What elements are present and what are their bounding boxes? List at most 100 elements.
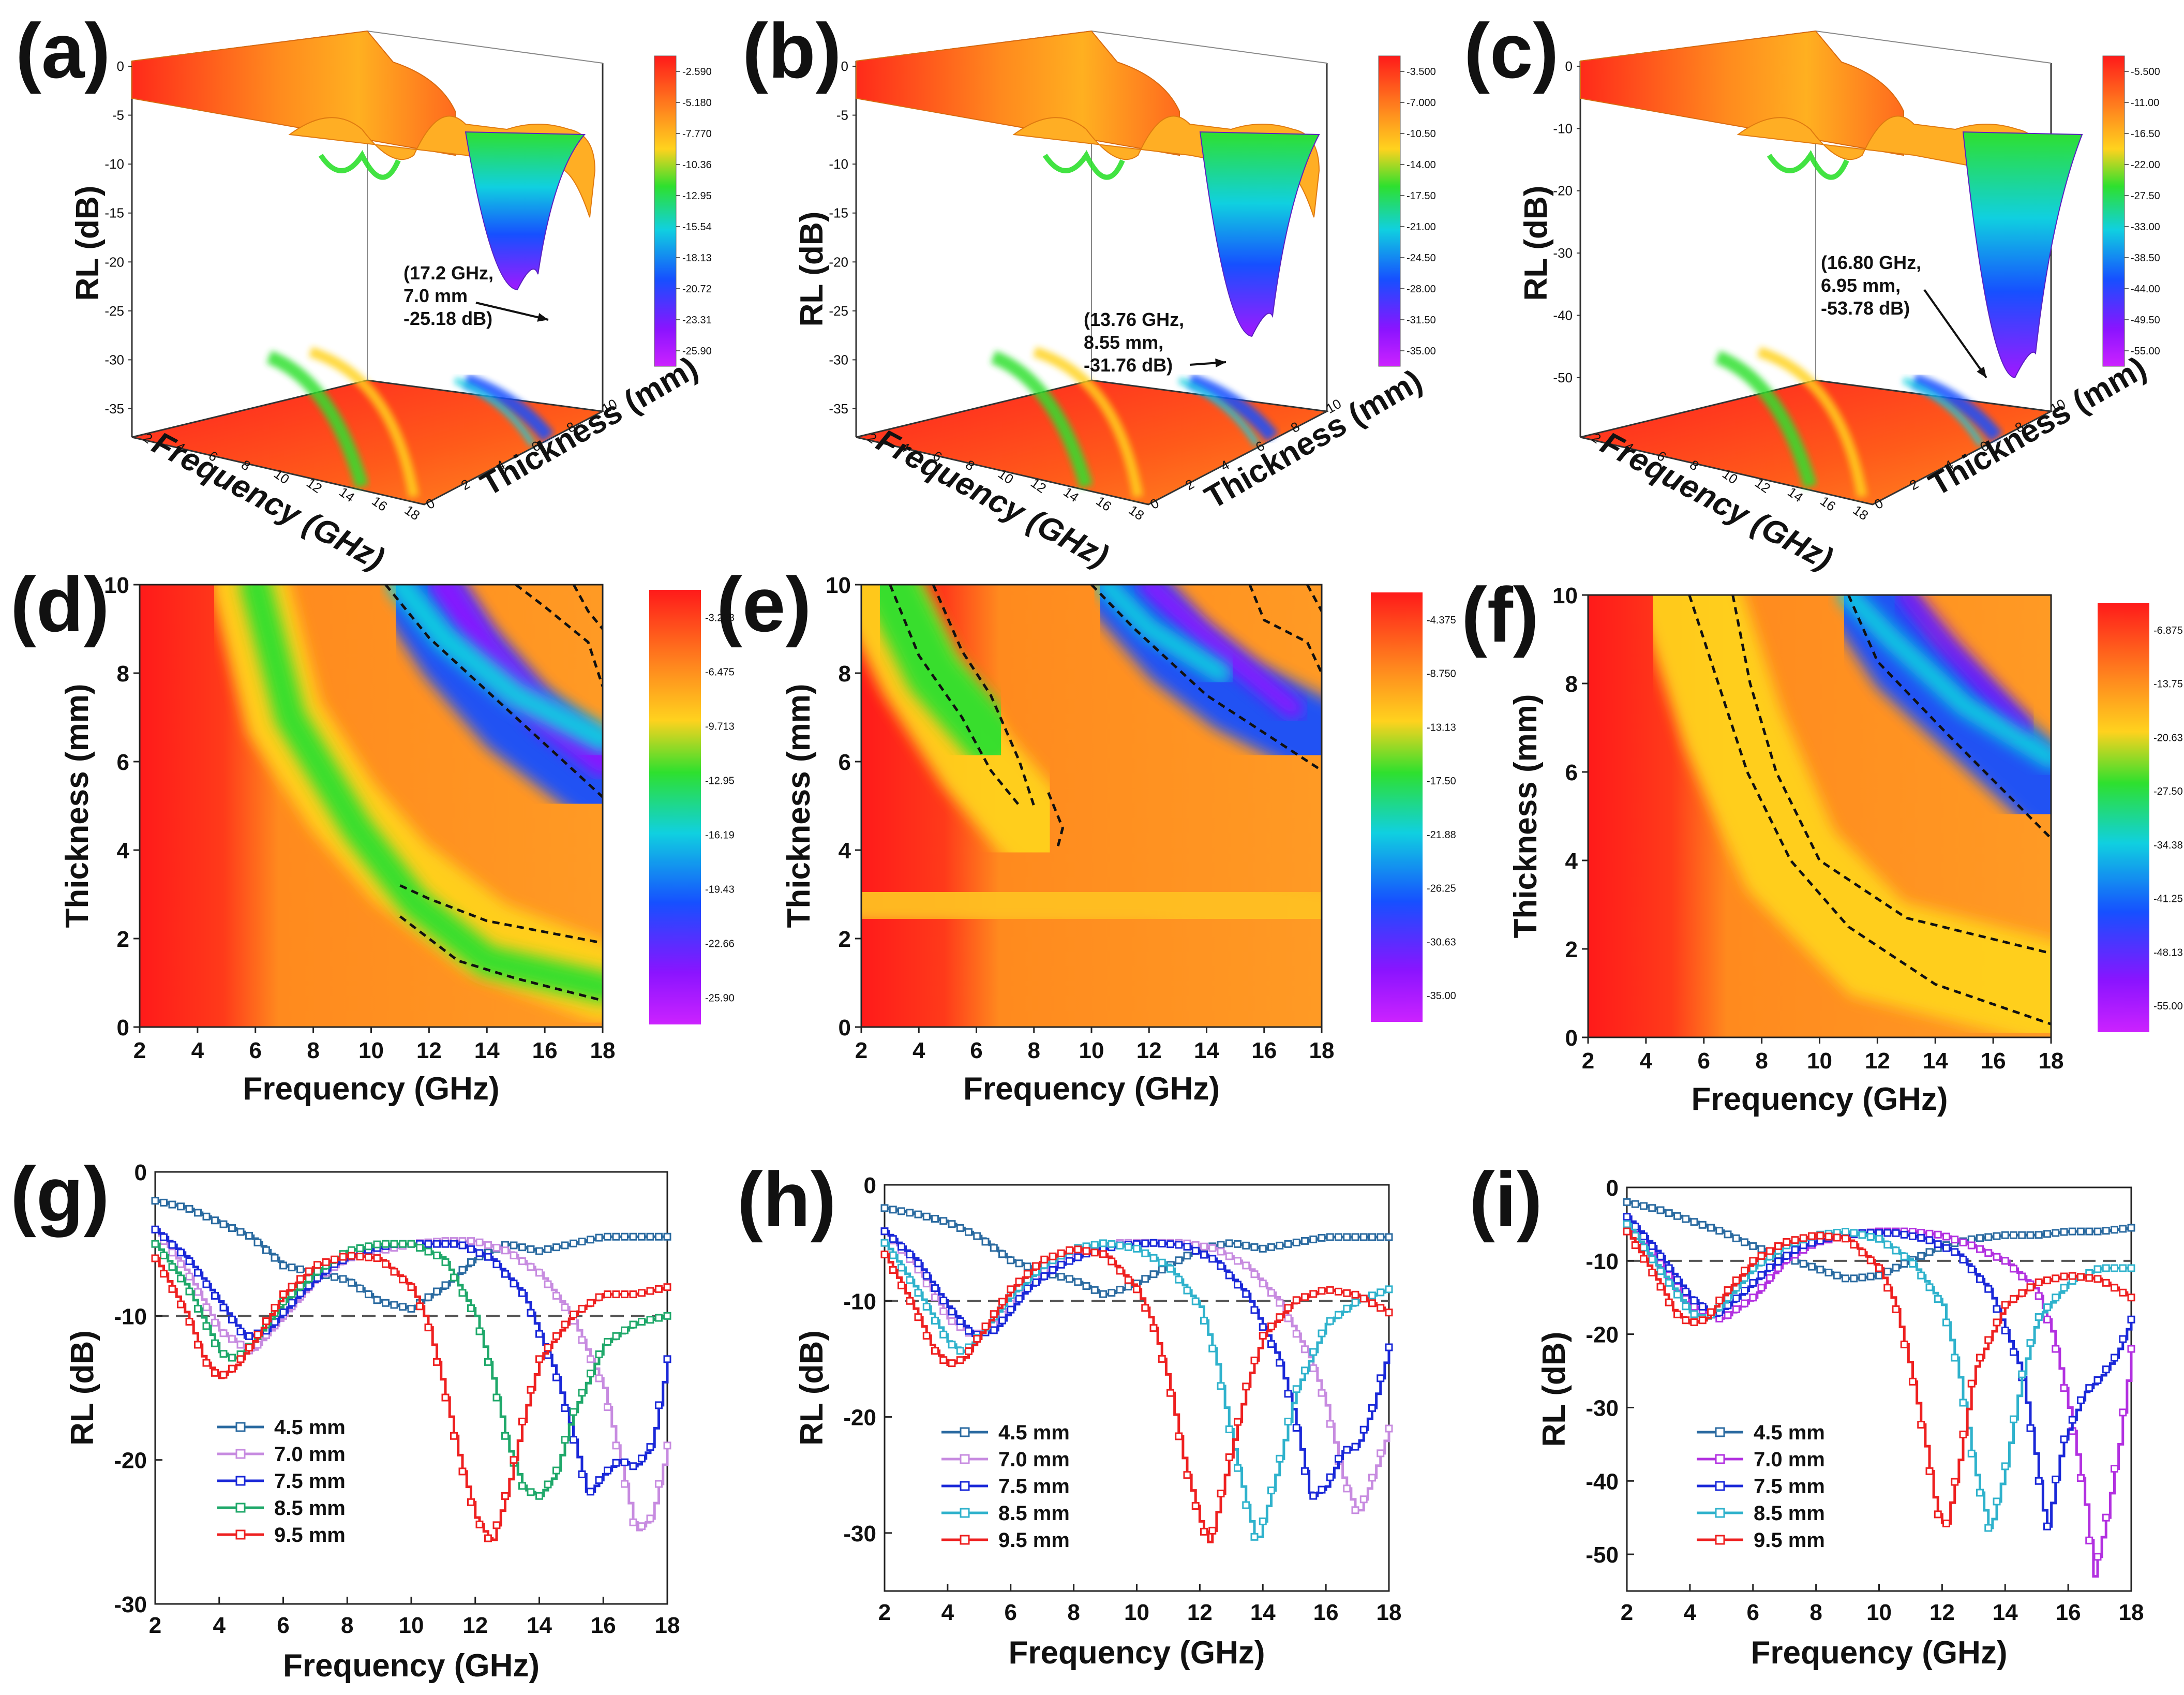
data-point [1690, 1310, 1698, 1318]
data-point [1343, 1484, 1351, 1493]
heatmap-band [861, 863, 1322, 948]
data-point [373, 1296, 381, 1304]
data-point [1690, 1318, 1698, 1326]
data-point [880, 1251, 889, 1259]
heatmap-band [1896, 595, 2033, 738]
x-tick-label: 2 [1582, 1048, 1594, 1074]
floor-band [309, 347, 419, 498]
data-point [177, 1202, 185, 1211]
data-point [2018, 1272, 2026, 1281]
data-point [646, 1232, 654, 1241]
data-point [373, 1254, 381, 1262]
data-point [219, 1371, 228, 1379]
colorbar-label: -15.54 [682, 221, 712, 233]
data-point [356, 1253, 364, 1261]
surface-absorption-well [465, 131, 586, 291]
colorbar-label: -8.750 [1427, 668, 1456, 680]
legend-marker [235, 1422, 246, 1432]
z-tick-label: -5 [112, 108, 124, 123]
data-point [390, 1301, 398, 1309]
data-point [1967, 1379, 1976, 1388]
data-point [245, 1344, 253, 1352]
data-point [1732, 1234, 1740, 1242]
data-point [382, 1260, 390, 1268]
y-tick-label: 2 [1565, 937, 1578, 962]
data-point [578, 1389, 586, 1397]
top-right-edge [1091, 31, 1327, 64]
data-point [2111, 1226, 2118, 1234]
data-point [322, 1258, 330, 1266]
data-point [296, 1275, 304, 1283]
data-point [492, 1244, 501, 1252]
top-right-edge [367, 31, 603, 64]
colorbar-label: -44.00 [2131, 284, 2160, 295]
data-point [2043, 1522, 2051, 1530]
x-tick-label: 10 [1807, 1048, 1832, 1074]
data-point [1099, 1250, 1107, 1258]
data-point [1015, 1259, 1023, 1268]
panel-label-g: (g) [10, 1151, 110, 1238]
data-point [1007, 1305, 1015, 1314]
data-point [1149, 1270, 1158, 1278]
data-point [570, 1408, 577, 1416]
contour-line-minus10dB [932, 585, 1036, 807]
data-point [262, 1246, 270, 1254]
data-point [914, 1210, 922, 1218]
x-tick-label: 8 [341, 1613, 353, 1638]
y-tick-label: 8 [839, 661, 851, 687]
data-point [2060, 1384, 2068, 1392]
data-point [458, 1467, 467, 1476]
data-point [177, 1260, 185, 1268]
data-point [1318, 1389, 1326, 1397]
data-point [373, 1240, 381, 1248]
heatmap-band [1095, 585, 1232, 683]
data-point [1074, 1245, 1082, 1254]
data-point [1808, 1232, 1816, 1240]
data-point [1925, 1229, 1934, 1238]
legend-label: 9.5 mm [1754, 1529, 1825, 1552]
data-point [973, 1335, 981, 1343]
data-point [1108, 1257, 1116, 1266]
y-tick-label: -30 [1585, 1395, 1619, 1421]
data-point [561, 1436, 569, 1444]
data-point [1301, 1345, 1309, 1354]
data-point [527, 1245, 535, 1253]
data-point [595, 1476, 603, 1484]
data-point [1133, 1285, 1141, 1293]
data-point [313, 1261, 321, 1269]
data-point [1318, 1329, 1326, 1337]
z-tick-label: -10 [829, 156, 848, 172]
x-tick-label: 6 [970, 1038, 982, 1063]
data-point [185, 1205, 193, 1213]
data-point [646, 1443, 654, 1451]
data-point [1368, 1233, 1376, 1241]
y-axis-label: Thickness (mm) [1508, 694, 1544, 938]
colorbar-label: -17.50 [1427, 776, 1456, 787]
data-point [450, 1273, 458, 1282]
data-point [219, 1220, 228, 1228]
data-point [1673, 1290, 1681, 1299]
legend-label: 4.5 mm [998, 1421, 1070, 1444]
data-point [1925, 1283, 1934, 1291]
data-point [1090, 1241, 1099, 1249]
data-point [1023, 1270, 1031, 1278]
x-tick-label: 12 [462, 1613, 488, 1638]
data-point [587, 1370, 594, 1378]
data-point [1200, 1251, 1208, 1259]
data-point [527, 1488, 535, 1496]
data-point [646, 1514, 654, 1523]
data-point [1225, 1239, 1233, 1247]
data-point [1673, 1310, 1681, 1318]
data-point [1183, 1252, 1191, 1260]
data-point [621, 1232, 629, 1241]
data-point [1774, 1242, 1782, 1250]
data-point [1623, 1198, 1631, 1206]
data-point [2093, 1265, 2102, 1273]
data-point [2119, 1288, 2127, 1297]
data-point [1385, 1285, 1393, 1293]
colorbar [649, 590, 701, 1024]
data-point [177, 1300, 185, 1309]
data-point [629, 1320, 637, 1329]
data-point [177, 1274, 185, 1283]
legend-marker [960, 1454, 970, 1464]
